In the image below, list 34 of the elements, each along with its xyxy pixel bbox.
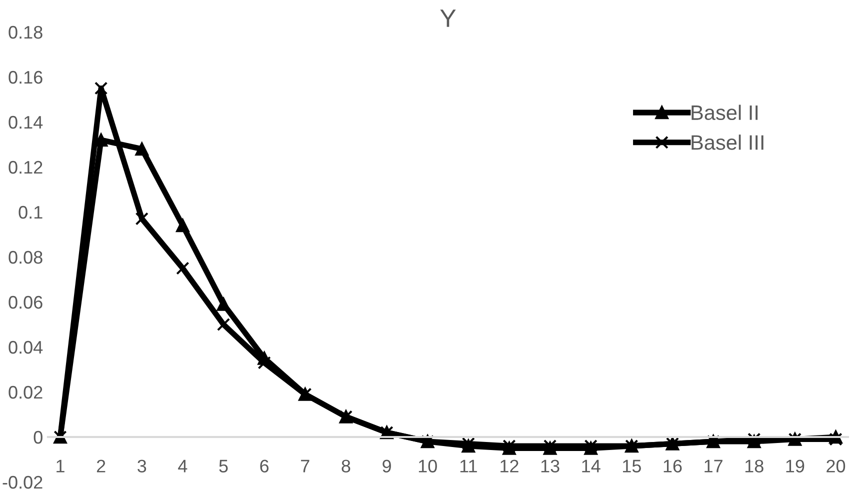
- legend-label: Basel II: [692, 104, 758, 120]
- x-tick-label: 2: [96, 460, 106, 472]
- x-tick-label: 8: [342, 460, 350, 472]
- chart-title: Y: [440, 10, 456, 27]
- x-tick-label: 12: [500, 460, 518, 472]
- y-tick-label: 0.14: [8, 116, 43, 129]
- x-tick-label: 19: [786, 460, 804, 472]
- x-tick-label: 7: [301, 460, 310, 472]
- x-tick-label: 16: [664, 460, 682, 472]
- x-tick-label: 11: [460, 460, 477, 472]
- x-tick-label: 1: [56, 460, 64, 472]
- legend-label: Basel III: [692, 134, 764, 150]
- y-tick-label: 0: [34, 430, 42, 444]
- y-tick-label: 0.16: [8, 70, 42, 84]
- x-tick-label: 6: [260, 460, 269, 472]
- y-tick-label: 0.12: [8, 160, 42, 174]
- x-tick-label: 20: [826, 460, 846, 472]
- x-tick-label: 13: [541, 460, 560, 472]
- y-tick-label: -0.02: [2, 476, 42, 489]
- y-tick-label: 0.1: [18, 206, 42, 219]
- y-tick-label: 0.18: [8, 26, 42, 39]
- x-tick-label: 5: [219, 460, 228, 472]
- x-tick-label: 10: [418, 460, 437, 472]
- x-tick-label: 9: [382, 460, 391, 472]
- x-tick-label: 4: [178, 460, 188, 472]
- y-tick-label: 0.06: [8, 296, 42, 309]
- x-tick-label: 3: [138, 460, 146, 472]
- y-tick-label: 0.04: [8, 340, 43, 354]
- x-tick-label: 14: [582, 460, 600, 472]
- x-tick-label: 17: [704, 460, 722, 472]
- y-tick-label: 0.02: [8, 386, 42, 399]
- x-tick-label: 15: [623, 460, 641, 472]
- y-tick-label: 0.08: [8, 250, 42, 264]
- x-tick-label: 18: [745, 460, 764, 472]
